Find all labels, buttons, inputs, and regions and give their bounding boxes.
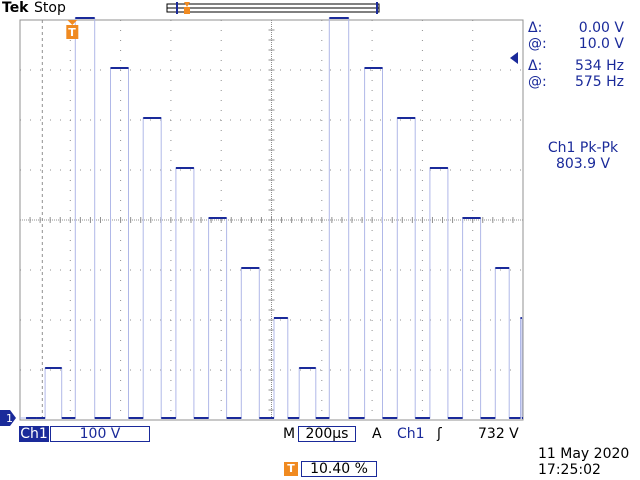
timebase-label: M [283,426,296,442]
channel-1-tag[interactable]: Ch1 [19,426,49,442]
trigger-level[interactable]: 732 V [478,426,519,442]
brand-logo: Tek [2,0,29,16]
svg-text:1: 1 [6,412,13,425]
channel-1-scale[interactable]: 100 V [50,426,150,442]
trigger-marker-icon: T [66,20,79,39]
trigger-slope-icon: ʃ [437,426,442,442]
measurement-value: 803.9 V [555,156,611,172]
measurement-label: Ch1 Pk-Pk [547,140,619,156]
trigger-mode: A [372,426,382,442]
channel-1-ground-marker[interactable]: 1 [0,410,16,426]
trigger-position-value[interactable]: 10.40 % [301,461,377,477]
trigger-level-arrow-icon[interactable] [510,52,520,64]
trigger-position-bar [166,2,380,14]
cursor-delta-f-value: 534 Hz [574,58,624,74]
cursor-at-f-label: @: [528,74,547,90]
time-display: 17:25:02 [538,462,601,478]
timebase-value[interactable]: 200µs [298,426,356,442]
trigger-source[interactable]: Ch1 [397,426,425,442]
cursor-at-v-value: 10.0 V [578,36,624,52]
cursor-delta-v-label: Δ: [528,20,543,36]
date-display: 11 May 2020 [538,446,630,462]
cursor-delta-f-label: Δ: [528,58,543,74]
trigger-position-icon: T [284,462,298,476]
trigger-marker-label: T [68,26,76,39]
cursor-at-v-label: @: [528,36,547,52]
waveform-trace-edges [20,17,523,419]
cursor-delta-v-value: 0.00 V [578,20,624,36]
cursor-at-f-value: 575 Hz [574,74,624,90]
acquisition-status: Stop [34,0,66,16]
